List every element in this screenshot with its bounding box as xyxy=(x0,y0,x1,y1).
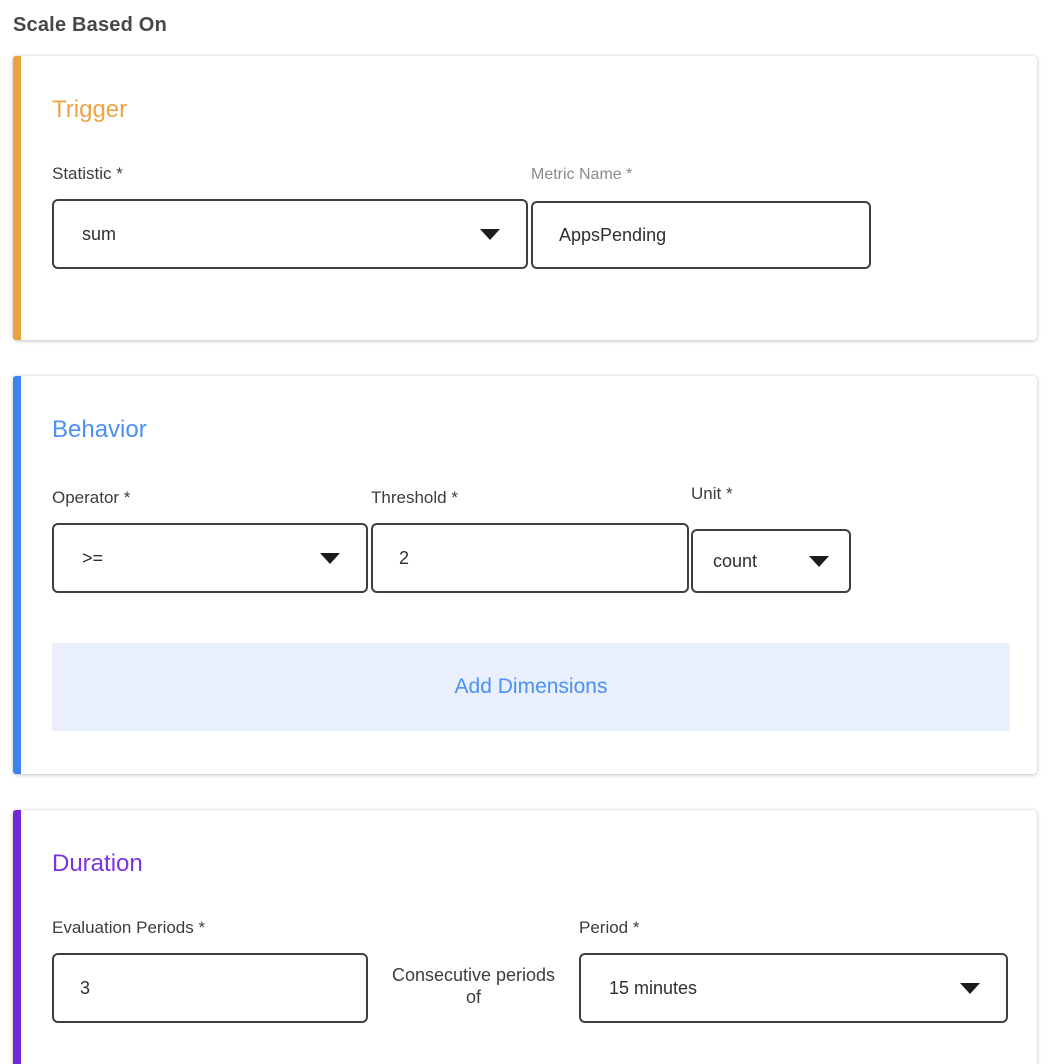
period-select[interactable]: 15 minutes xyxy=(579,953,1008,1023)
unit-field: Unit * count xyxy=(691,484,851,593)
add-dimensions-button[interactable]: Add Dimensions xyxy=(52,643,1010,731)
period-field: Period * 15 minutes xyxy=(579,918,1008,1023)
chevron-down-icon xyxy=(809,555,829,567)
trigger-card-body: Trigger Statistic * sum Metric Name * xyxy=(21,56,1037,340)
duration-card-body: Duration Evaluation Periods * Consecutiv… xyxy=(21,810,1037,1064)
behavior-accent-bar xyxy=(13,376,21,774)
trigger-heading: Trigger xyxy=(52,96,128,123)
metric-name-label: Metric Name * xyxy=(531,166,633,183)
statistic-selected-value: sum xyxy=(82,223,117,244)
operator-label: Operator * xyxy=(52,488,131,507)
behavior-heading: Behavior xyxy=(52,416,147,443)
threshold-field: Threshold * xyxy=(371,488,689,593)
threshold-label: Threshold * xyxy=(371,488,458,507)
duration-heading: Duration xyxy=(52,850,143,877)
metric-name-input[interactable] xyxy=(531,201,871,269)
statistic-label: Statistic * xyxy=(52,164,123,183)
behavior-card-body: Behavior Operator * >= Threshold * Unit … xyxy=(21,376,1037,774)
trigger-card: Trigger Statistic * sum Metric Name * xyxy=(13,56,1037,340)
operator-select[interactable]: >= xyxy=(52,523,368,593)
page-title: Scale Based On xyxy=(13,14,167,36)
threshold-input[interactable] xyxy=(371,523,689,593)
consecutive-periods-text: Consecutive periods of xyxy=(391,964,556,1007)
chevron-down-icon xyxy=(320,552,340,564)
evaluation-periods-label: Evaluation Periods * xyxy=(52,918,206,937)
metric-name-field: Metric Name * xyxy=(531,166,871,269)
statistic-select[interactable]: sum xyxy=(52,199,528,269)
period-selected-value: 15 minutes xyxy=(609,977,698,998)
unit-select[interactable]: count xyxy=(691,529,851,593)
duration-fields-row: Evaluation Periods * Consecutive periods… xyxy=(52,918,1010,1023)
trigger-fields-row: Statistic * sum Metric Name * xyxy=(52,164,1010,269)
operator-selected-value: >= xyxy=(82,547,104,568)
behavior-card: Behavior Operator * >= Threshold * Unit … xyxy=(13,376,1037,774)
trigger-accent-bar xyxy=(13,56,21,340)
chevron-down-icon xyxy=(480,228,500,240)
evaluation-periods-input[interactable] xyxy=(52,953,368,1023)
chevron-down-icon xyxy=(960,982,980,994)
unit-selected-value: count xyxy=(713,550,758,571)
duration-accent-bar xyxy=(13,810,21,1064)
behavior-fields-row: Operator * >= Threshold * Unit * count xyxy=(52,484,1010,593)
operator-field: Operator * >= xyxy=(52,488,368,593)
evaluation-periods-field: Evaluation Periods * xyxy=(52,918,368,1023)
period-label: Period * xyxy=(579,918,640,937)
statistic-field: Statistic * sum xyxy=(52,164,528,269)
duration-card: Duration Evaluation Periods * Consecutiv… xyxy=(13,810,1037,1064)
unit-label: Unit * xyxy=(691,484,733,503)
